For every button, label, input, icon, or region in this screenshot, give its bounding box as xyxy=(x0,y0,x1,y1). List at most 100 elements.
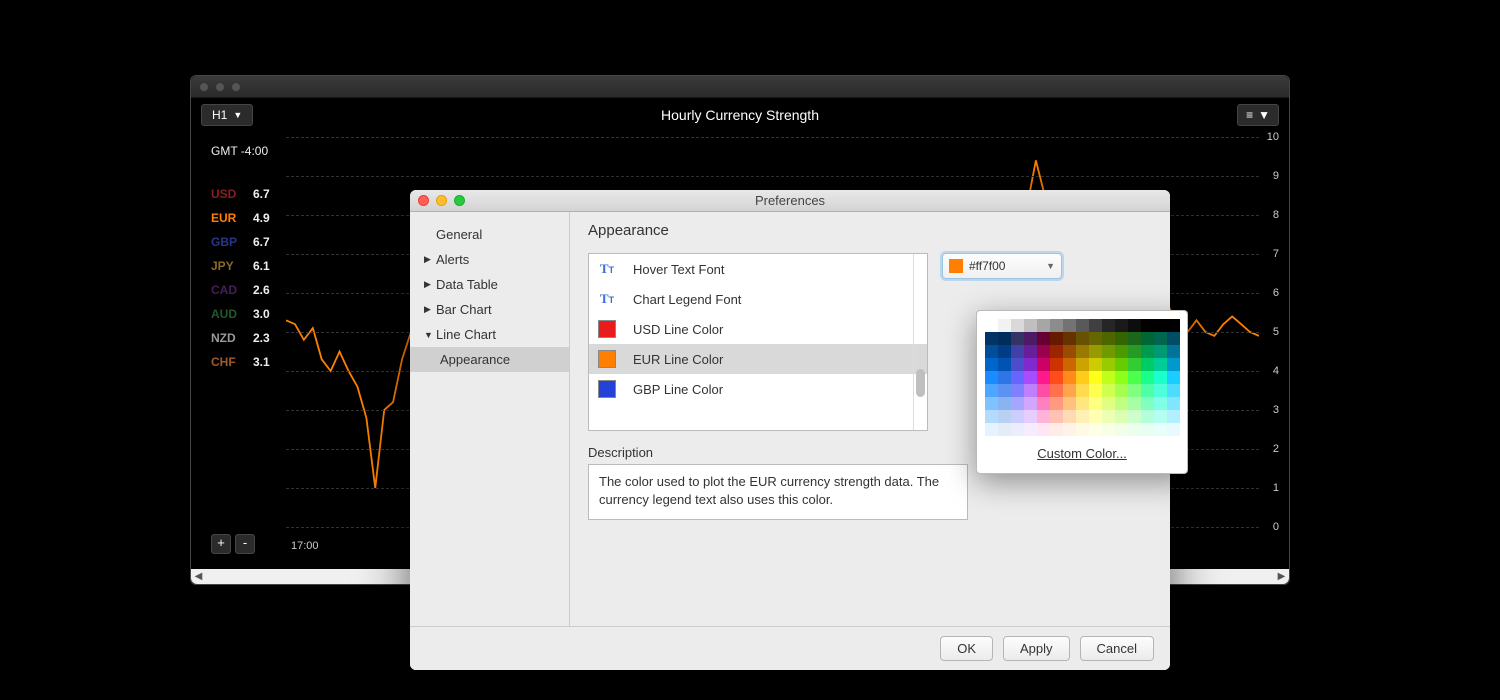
palette-cell[interactable] xyxy=(1115,345,1128,358)
pref-item-usd-line-color[interactable]: USD Line Color xyxy=(589,314,927,344)
palette-cell[interactable] xyxy=(1063,319,1076,332)
palette-cell[interactable] xyxy=(1115,358,1128,371)
palette-cell[interactable] xyxy=(1167,358,1180,371)
palette-cell[interactable] xyxy=(1167,423,1180,436)
appearance-list[interactable]: TTHover Text FontTTChart Legend FontUSD … xyxy=(588,253,928,431)
palette-cell[interactable] xyxy=(1102,410,1115,423)
palette-cell[interactable] xyxy=(1076,371,1089,384)
palette-cell[interactable] xyxy=(1128,397,1141,410)
palette-cell[interactable] xyxy=(1024,319,1037,332)
palette-cell[interactable] xyxy=(1102,345,1115,358)
palette-cell[interactable] xyxy=(1076,384,1089,397)
palette-cell[interactable] xyxy=(1115,397,1128,410)
palette-cell[interactable] xyxy=(1024,410,1037,423)
palette-cell[interactable] xyxy=(985,410,998,423)
palette-cell[interactable] xyxy=(1011,332,1024,345)
palette-cell[interactable] xyxy=(1024,384,1037,397)
palette-cell[interactable] xyxy=(998,319,1011,332)
palette-cell[interactable] xyxy=(1102,358,1115,371)
sidebar-item-appearance[interactable]: Appearance xyxy=(410,347,569,372)
palette-cell[interactable] xyxy=(985,345,998,358)
palette-cell[interactable] xyxy=(1076,332,1089,345)
palette-cell[interactable] xyxy=(1011,371,1024,384)
palette-cell[interactable] xyxy=(1063,384,1076,397)
palette-cell[interactable] xyxy=(1167,384,1180,397)
palette-cell[interactable] xyxy=(1128,345,1141,358)
palette-cell[interactable] xyxy=(1167,371,1180,384)
palette-cell[interactable] xyxy=(998,371,1011,384)
timeframe-dropdown[interactable]: H1 ▼ xyxy=(201,104,253,126)
palette-cell[interactable] xyxy=(1011,319,1024,332)
palette-cell[interactable] xyxy=(1037,397,1050,410)
palette-cell[interactable] xyxy=(1076,410,1089,423)
apply-button[interactable]: Apply xyxy=(1003,636,1070,661)
palette-cell[interactable] xyxy=(1128,423,1141,436)
palette-cell[interactable] xyxy=(1024,423,1037,436)
palette-cell[interactable] xyxy=(1141,345,1154,358)
palette-cell[interactable] xyxy=(1037,371,1050,384)
palette-cell[interactable] xyxy=(1102,423,1115,436)
list-scrollbar[interactable] xyxy=(913,254,927,430)
menu-dropdown[interactable]: ≡ ▼ xyxy=(1237,104,1279,126)
palette-cell[interactable] xyxy=(1050,345,1063,358)
palette-cell[interactable] xyxy=(1089,371,1102,384)
palette-cell[interactable] xyxy=(1037,345,1050,358)
zoom-in-button[interactable]: + xyxy=(211,534,231,554)
palette-cell[interactable] xyxy=(1167,345,1180,358)
palette-cell[interactable] xyxy=(1128,332,1141,345)
palette-cell[interactable] xyxy=(1154,384,1167,397)
palette-cell[interactable] xyxy=(1115,423,1128,436)
palette-cell[interactable] xyxy=(1024,358,1037,371)
palette-cell[interactable] xyxy=(985,319,998,332)
palette-cell[interactable] xyxy=(1089,397,1102,410)
palette-cell[interactable] xyxy=(1089,423,1102,436)
palette-cell[interactable] xyxy=(1024,332,1037,345)
palette-cell[interactable] xyxy=(1063,410,1076,423)
palette-cell[interactable] xyxy=(1076,319,1089,332)
pref-item-gbp-line-color[interactable]: GBP Line Color xyxy=(589,374,927,404)
traffic-max-icon[interactable] xyxy=(454,195,465,206)
traffic-max-icon[interactable] xyxy=(231,82,241,92)
palette-cell[interactable] xyxy=(1089,319,1102,332)
traffic-min-icon[interactable] xyxy=(215,82,225,92)
palette-cell[interactable] xyxy=(1102,319,1115,332)
palette-cell[interactable] xyxy=(998,345,1011,358)
legend-row-usd[interactable]: USD6.7 xyxy=(211,187,270,201)
legend-row-gbp[interactable]: GBP6.7 xyxy=(211,235,270,249)
palette-cell[interactable] xyxy=(1141,423,1154,436)
palette-cell[interactable] xyxy=(998,410,1011,423)
palette-cell[interactable] xyxy=(998,423,1011,436)
color-picker-dropdown[interactable]: #ff7f00 ▼ xyxy=(942,253,1062,279)
traffic-min-icon[interactable] xyxy=(436,195,447,206)
palette-cell[interactable] xyxy=(1115,410,1128,423)
sidebar-item-alerts[interactable]: ▶Alerts xyxy=(410,247,569,272)
palette-cell[interactable] xyxy=(1115,332,1128,345)
palette-cell[interactable] xyxy=(1141,319,1154,332)
palette-cell[interactable] xyxy=(1154,423,1167,436)
palette-cell[interactable] xyxy=(1050,319,1063,332)
palette-cell[interactable] xyxy=(1037,319,1050,332)
palette-cell[interactable] xyxy=(1089,384,1102,397)
palette-cell[interactable] xyxy=(1115,319,1128,332)
palette-cell[interactable] xyxy=(1128,410,1141,423)
palette-cell[interactable] xyxy=(1063,423,1076,436)
palette-cell[interactable] xyxy=(1089,410,1102,423)
palette-cell[interactable] xyxy=(985,371,998,384)
palette-cell[interactable] xyxy=(1050,371,1063,384)
palette-cell[interactable] xyxy=(1102,371,1115,384)
cancel-button[interactable]: Cancel xyxy=(1080,636,1154,661)
palette-cell[interactable] xyxy=(1037,423,1050,436)
sidebar-item-data-table[interactable]: ▶Data Table xyxy=(410,272,569,297)
palette-cell[interactable] xyxy=(1076,397,1089,410)
palette-cell[interactable] xyxy=(1011,345,1024,358)
palette-cell[interactable] xyxy=(985,397,998,410)
pref-item-chart-legend-font[interactable]: TTChart Legend Font xyxy=(589,284,927,314)
palette-cell[interactable] xyxy=(1024,371,1037,384)
sidebar-item-line-chart[interactable]: ▼Line Chart xyxy=(410,322,569,347)
palette-cell[interactable] xyxy=(1154,397,1167,410)
palette-cell[interactable] xyxy=(1089,345,1102,358)
palette-cell[interactable] xyxy=(1076,423,1089,436)
palette-cell[interactable] xyxy=(1141,358,1154,371)
legend-row-eur[interactable]: EUR4.9 xyxy=(211,211,270,225)
palette-cell[interactable] xyxy=(1011,410,1024,423)
